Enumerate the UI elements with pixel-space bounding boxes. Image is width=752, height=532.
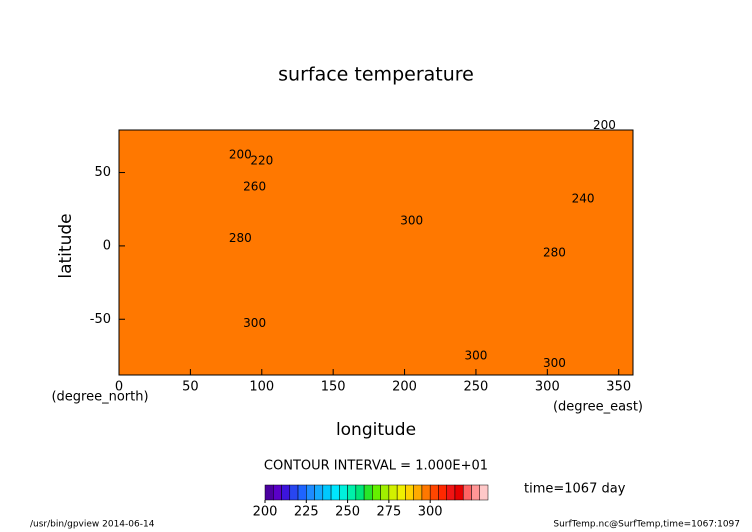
x-tick-label: 100 [249,380,274,395]
colorbar-box [438,484,447,501]
heat-cell [119,130,634,376]
colorbar-box [273,484,282,501]
y-tick-label: 50 [94,165,111,180]
colorbar-tick-label: 300 [418,505,443,520]
x-axis-label: longitude [336,420,416,440]
y-tick-label: 0 [103,238,111,253]
colorbar-box [421,484,431,501]
y-tick-label: -50 [90,312,111,327]
colorbar-box [306,484,315,501]
x-axis-unit: (degree_east) [553,400,643,415]
x-tick-label: 350 [606,380,631,395]
x-tick-label: 300 [535,380,560,395]
colorbar-box [462,484,472,501]
colorbar-box [339,484,348,501]
contour-label: 240 [572,191,595,205]
x-tick-label: 200 [392,380,417,395]
contour-label: 300 [464,348,487,362]
contour-label: 200 [229,147,252,161]
contour-label: 200 [593,118,616,132]
time-label: time=1067 day [524,482,626,497]
contour-label: 300 [543,356,566,370]
colorbar-tick-label: 275 [376,505,401,520]
colorbar-box [330,484,340,501]
colorbar-box [355,484,365,501]
colorbar-box [479,484,489,501]
x-tick-label: 50 [182,380,199,395]
colorbar-box [396,484,406,501]
contour-label: 280 [229,231,252,245]
x-tick-label: 250 [464,380,489,395]
colorbar-box [388,484,398,501]
colorbar-box [446,484,456,501]
x-tick-label: 150 [321,380,346,395]
colorbar-box [297,484,307,501]
y-axis-label: latitude [56,213,76,278]
contour-label: 300 [243,316,266,330]
colorbar-tick-label: 200 [253,505,278,520]
contour-label: 220 [250,153,273,167]
colorbar-tick-label: 250 [335,505,360,520]
colorbar-box [413,484,423,501]
colorbar-box [471,484,480,501]
colorbar-box [380,484,390,501]
y-axis-unit: (degree_north) [51,390,148,405]
contour-label: 260 [243,180,266,194]
chart-title: surface temperature [278,64,474,86]
colorbar-box [372,484,381,501]
colorbar-box [429,484,439,501]
contour-label: 300 [400,213,423,227]
footer-left: /usr/bin/gpview 2014-06-14 [30,520,155,530]
colorbar-tick-label: 225 [294,505,319,520]
colorbar-box [289,484,299,501]
x-tick-label: 0 [115,380,123,395]
colorbar-box [264,484,274,501]
colorbar-box [281,484,291,501]
colorbar-box [363,484,373,501]
plot-frame [118,129,634,376]
contour-interval: CONTOUR INTERVAL = 1.000E+01 [264,459,488,474]
colorbar-box [347,484,357,501]
footer-right: SurfTemp.nc@SurfTemp,time=1067:1097 [553,520,740,530]
colorbar-box [314,484,324,501]
contour-label: 280 [543,246,566,260]
colorbar-box [322,484,332,501]
colorbar-box [405,484,414,501]
colorbar-box [454,484,464,501]
